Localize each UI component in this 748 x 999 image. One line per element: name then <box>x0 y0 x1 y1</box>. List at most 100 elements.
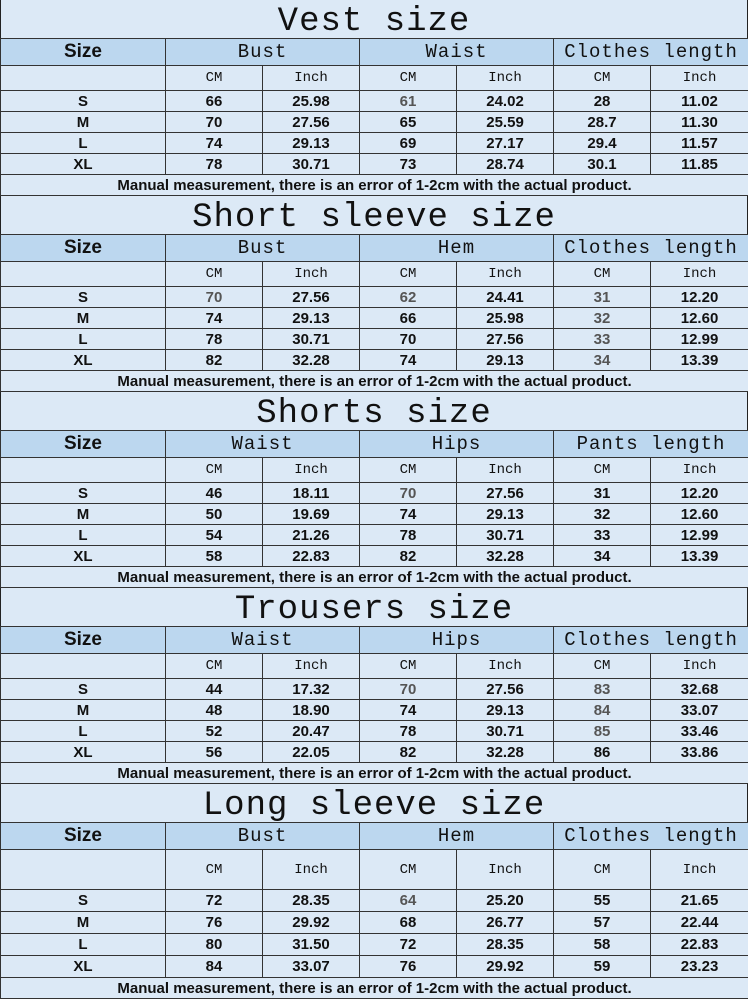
value-cell: 25.98 <box>263 91 360 112</box>
value-cell: 30.71 <box>457 721 554 742</box>
value-cell: 54 <box>166 525 263 546</box>
value-cell: 76 <box>360 956 457 978</box>
value-cell: 29.13 <box>457 700 554 721</box>
value-cell: 29.92 <box>263 912 360 934</box>
size-cell: XL <box>1 956 166 978</box>
unit-inch: Inch <box>263 66 360 91</box>
value-cell: 66 <box>166 91 263 112</box>
value-cell: 78 <box>360 525 457 546</box>
measure-header: Pants length <box>554 431 748 458</box>
value-cell: 25.59 <box>457 112 554 133</box>
value-cell: 82 <box>360 742 457 763</box>
section-title: Vest size <box>0 0 748 38</box>
value-cell: 20.47 <box>263 721 360 742</box>
value-cell: 12.20 <box>651 483 748 504</box>
value-cell: 34 <box>554 546 651 567</box>
value-cell: 32.68 <box>651 679 748 700</box>
value-cell: 56 <box>166 742 263 763</box>
measure-header: Waist <box>166 627 360 654</box>
value-cell: 28.7 <box>554 112 651 133</box>
value-cell: 27.56 <box>457 483 554 504</box>
value-cell: 33 <box>554 329 651 350</box>
value-cell: 24.41 <box>457 287 554 308</box>
value-cell: 19.69 <box>263 504 360 525</box>
size-cell: S <box>1 91 166 112</box>
value-cell: 30.1 <box>554 154 651 175</box>
measurement-note: Manual measurement, there is an error of… <box>1 763 748 784</box>
value-cell: 29.13 <box>263 308 360 329</box>
size-cell: L <box>1 133 166 154</box>
value-cell: 12.60 <box>651 504 748 525</box>
unit-cm: CM <box>360 654 457 679</box>
value-cell: 30.71 <box>457 525 554 546</box>
value-cell: 30.71 <box>263 154 360 175</box>
value-cell: 83 <box>554 679 651 700</box>
value-cell: 78 <box>166 329 263 350</box>
note-row: Manual measurement, there is an error of… <box>1 763 748 784</box>
measure-header: Hips <box>360 627 554 654</box>
value-cell: 12.99 <box>651 525 748 546</box>
size-cell: M <box>1 700 166 721</box>
measure-header: Clothes length <box>554 235 748 262</box>
unit-cm: CM <box>554 850 651 890</box>
section-title: Short sleeve size <box>0 196 748 234</box>
unit-inch: Inch <box>457 66 554 91</box>
value-cell: 69 <box>360 133 457 154</box>
unit-inch: Inch <box>651 654 748 679</box>
value-cell: 78 <box>166 154 263 175</box>
value-cell: 55 <box>554 890 651 912</box>
unit-cm: CM <box>554 654 651 679</box>
value-cell: 29.92 <box>457 956 554 978</box>
value-cell: 29.13 <box>457 504 554 525</box>
size-cell: M <box>1 308 166 329</box>
value-cell: 72 <box>166 890 263 912</box>
unit-cm: CM <box>360 850 457 890</box>
value-cell: 70 <box>360 329 457 350</box>
value-cell: 23.23 <box>651 956 748 978</box>
value-cell: 30.71 <box>263 329 360 350</box>
value-cell: 46 <box>166 483 263 504</box>
value-cell: 28.74 <box>457 154 554 175</box>
note-row: Manual measurement, there is an error of… <box>1 567 748 588</box>
size-cell: L <box>1 721 166 742</box>
unit-cm: CM <box>166 66 263 91</box>
value-cell: 80 <box>166 934 263 956</box>
unit-cm: CM <box>360 66 457 91</box>
unit-cm: CM <box>360 262 457 287</box>
value-cell: 29.4 <box>554 133 651 154</box>
unit-inch: Inch <box>651 66 748 91</box>
value-cell: 64 <box>360 890 457 912</box>
value-cell: 82 <box>166 350 263 371</box>
unit-inch: Inch <box>651 850 748 890</box>
section-title: Trousers size <box>0 588 748 626</box>
value-cell: 13.39 <box>651 546 748 567</box>
value-cell: 73 <box>360 154 457 175</box>
blank-cell <box>1 66 166 91</box>
size-cell: XL <box>1 546 166 567</box>
value-cell: 11.30 <box>651 112 748 133</box>
size-header: Size <box>1 235 166 262</box>
value-cell: 68 <box>360 912 457 934</box>
value-cell: 32.28 <box>263 350 360 371</box>
value-cell: 84 <box>554 700 651 721</box>
value-cell: 32.28 <box>457 546 554 567</box>
value-cell: 86 <box>554 742 651 763</box>
value-cell: 84 <box>166 956 263 978</box>
note-row: Manual measurement, there is an error of… <box>1 371 748 392</box>
